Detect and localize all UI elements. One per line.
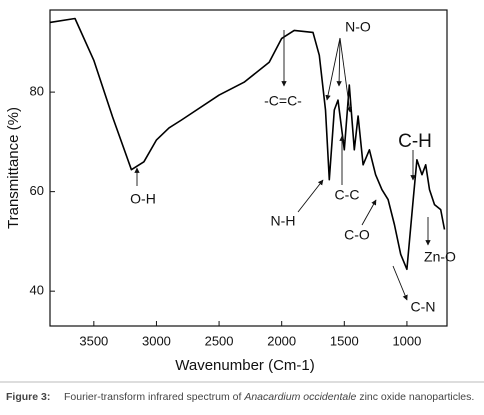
x-tick-label: 2500 — [205, 333, 234, 348]
annotation: C-H — [398, 131, 432, 152]
caption-species: Anacardium occidentale — [243, 391, 356, 403]
caption-label: Figure 3: — [6, 391, 50, 403]
annotation: C-N — [411, 299, 436, 315]
annotation-arrow — [336, 37, 342, 87]
annotation-arrow — [361, 199, 377, 226]
caption-text: zinc oxide nanoparticles. — [359, 391, 474, 403]
annotation-arrow — [297, 179, 324, 213]
annotation: N-H — [271, 213, 296, 229]
caption-text: Fourier-transform infrared spectrum of — [64, 391, 241, 403]
x-tick-label: 3500 — [79, 333, 108, 348]
annotation: Zn-O — [424, 249, 456, 265]
annotation: O-H — [130, 191, 156, 207]
x-tick-label: 1000 — [392, 333, 421, 348]
annotation: C-O — [344, 227, 370, 243]
x-tick-label: 2000 — [267, 333, 296, 348]
x-tick-label: 1500 — [330, 333, 359, 348]
y-tick-label: 60 — [30, 183, 44, 198]
annotation-arrow — [339, 37, 353, 113]
annotation-arrow — [325, 37, 341, 101]
spectrum-line — [49, 17, 446, 271]
x-axis-label: Wavenumber (Cm-1) — [175, 357, 314, 374]
y-tick-label: 40 — [30, 283, 44, 298]
annotation: C-C — [335, 187, 360, 203]
y-tick-label: 80 — [30, 84, 44, 99]
y-axis-label: Transmittance (%) — [5, 107, 22, 229]
annotation: N-O — [345, 19, 371, 35]
annotation: -C=C- — [264, 93, 302, 109]
plot-frame — [49, 9, 448, 327]
caption: Fourier-transform infrared spectrum of A… — [64, 391, 474, 403]
x-tick-label: 3000 — [142, 333, 171, 348]
annotation-arrow — [392, 265, 408, 301]
